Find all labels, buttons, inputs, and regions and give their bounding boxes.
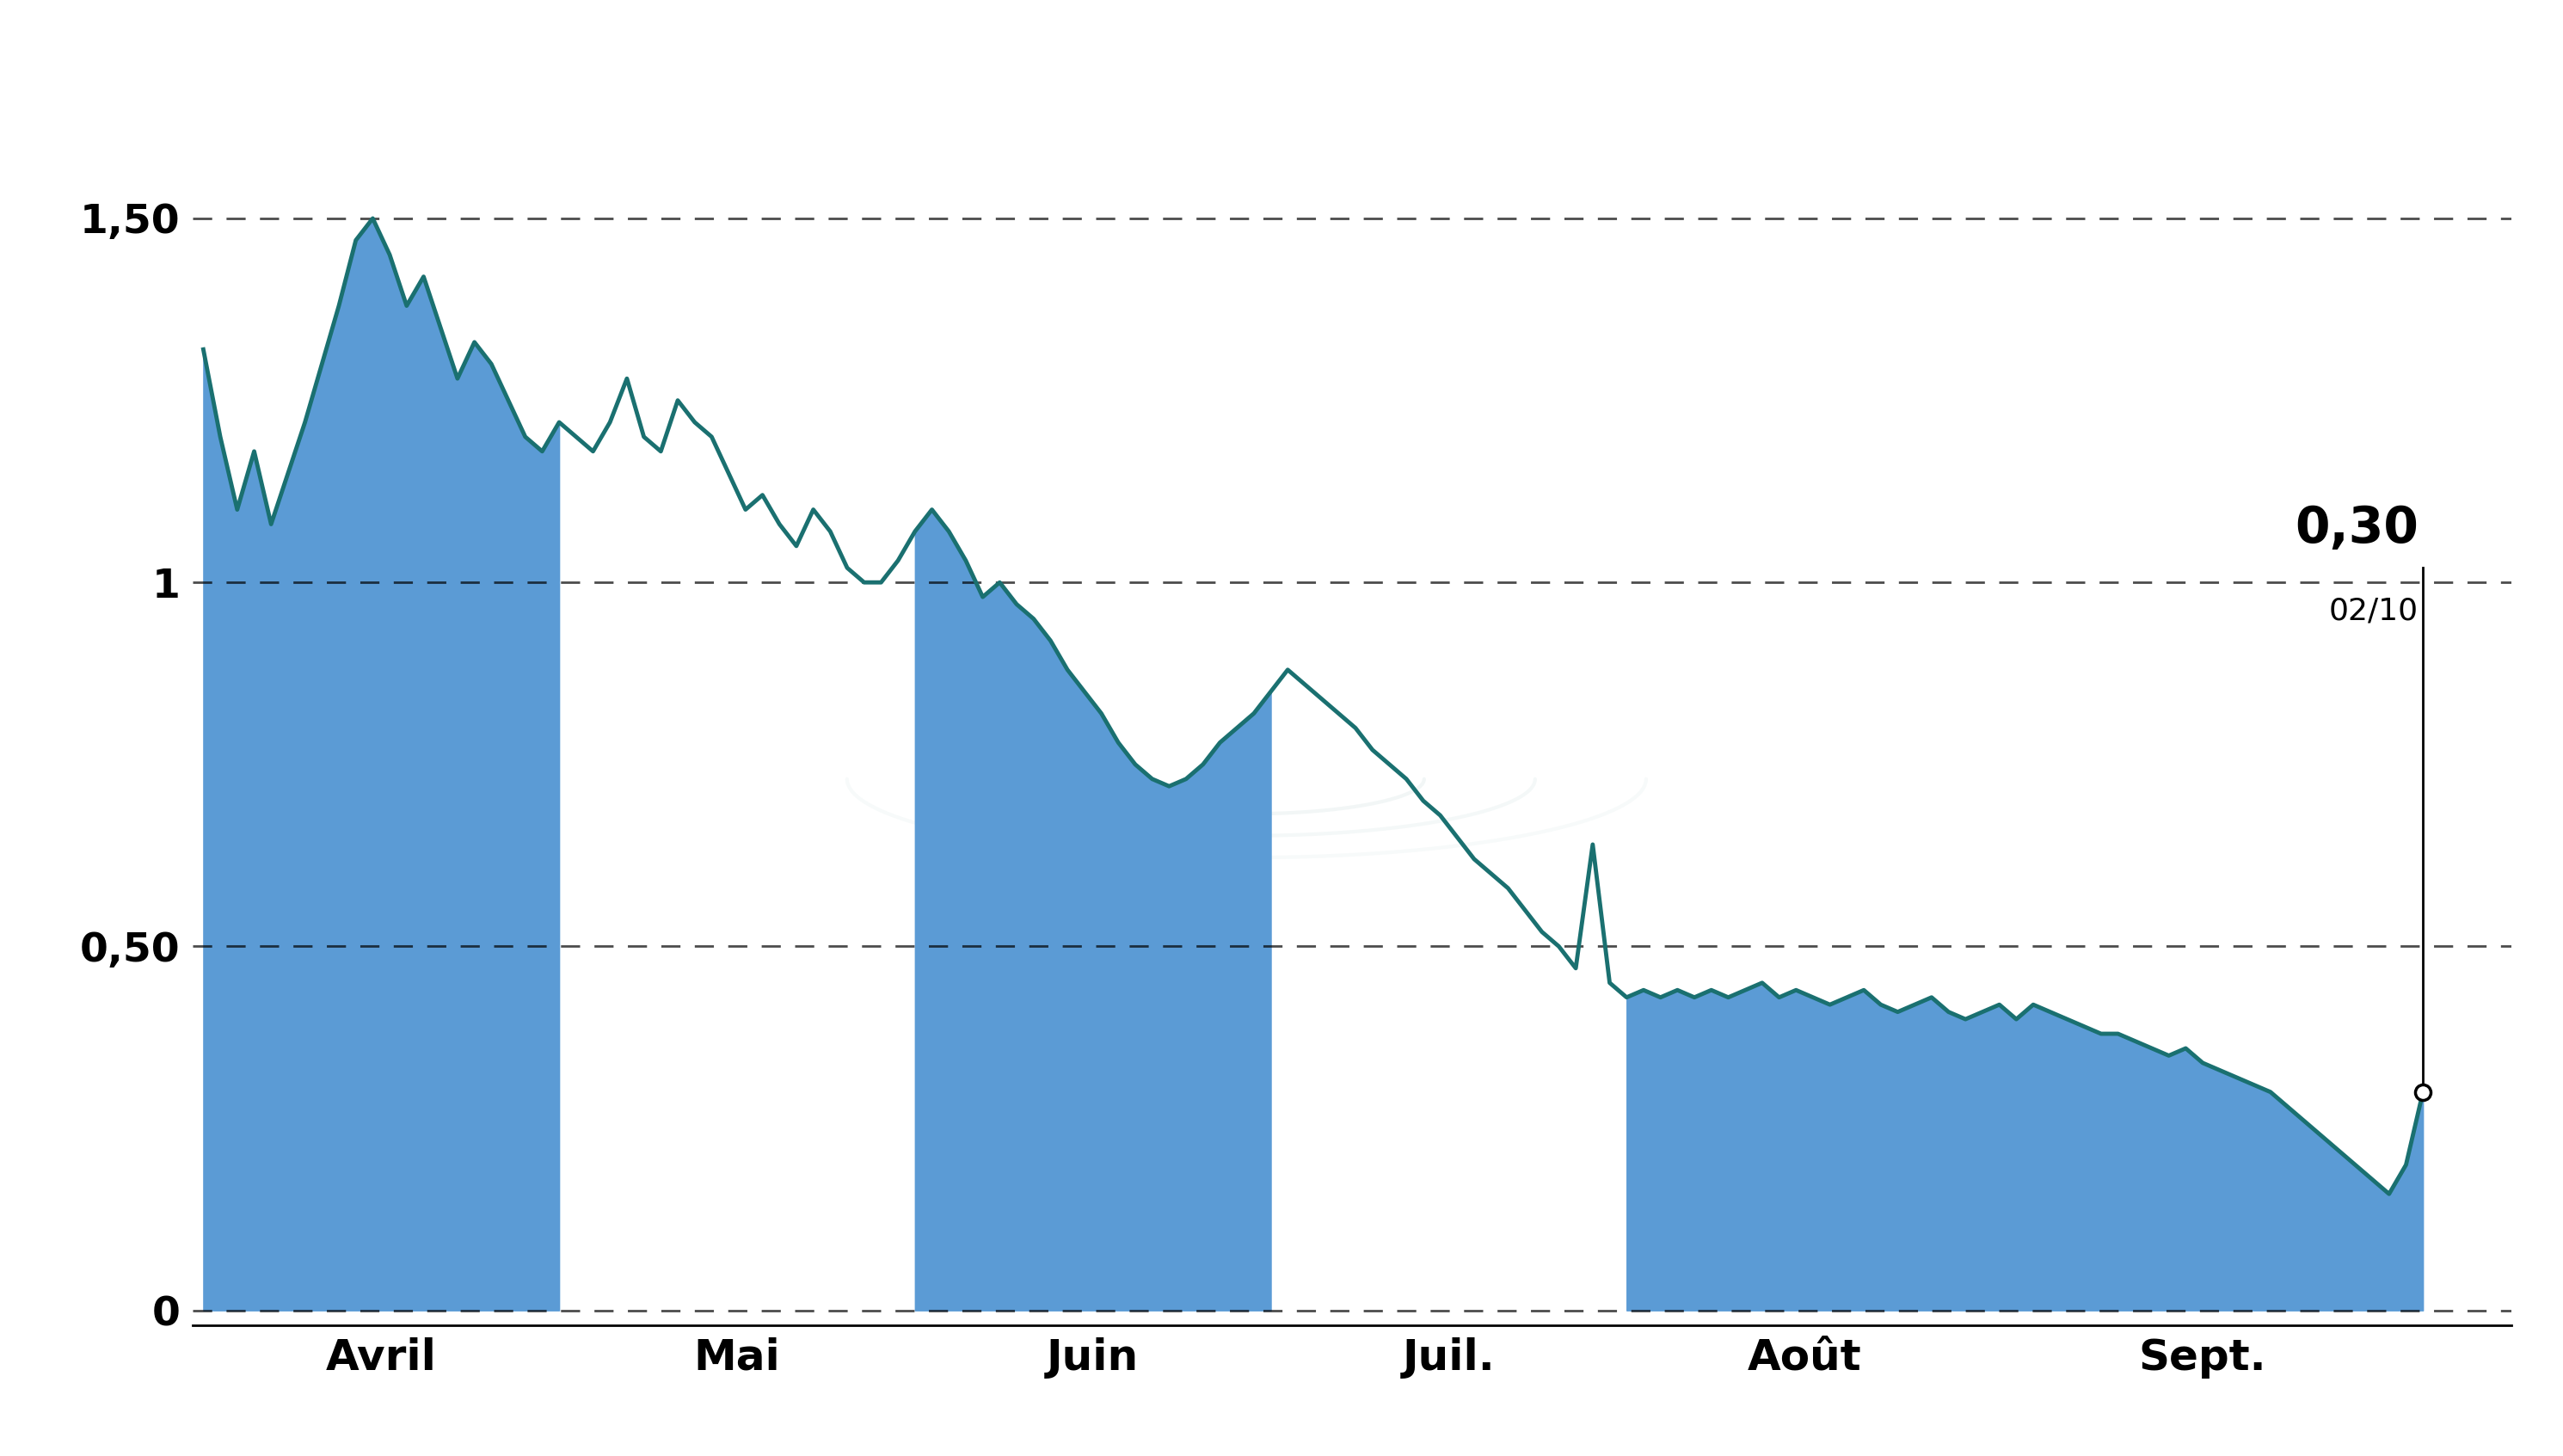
Text: 0,30: 0,30 [2294,504,2419,553]
Text: Biotricity, Inc.: Biotricity, Inc. [1010,26,1553,93]
Text: 02/10: 02/10 [2330,597,2419,626]
